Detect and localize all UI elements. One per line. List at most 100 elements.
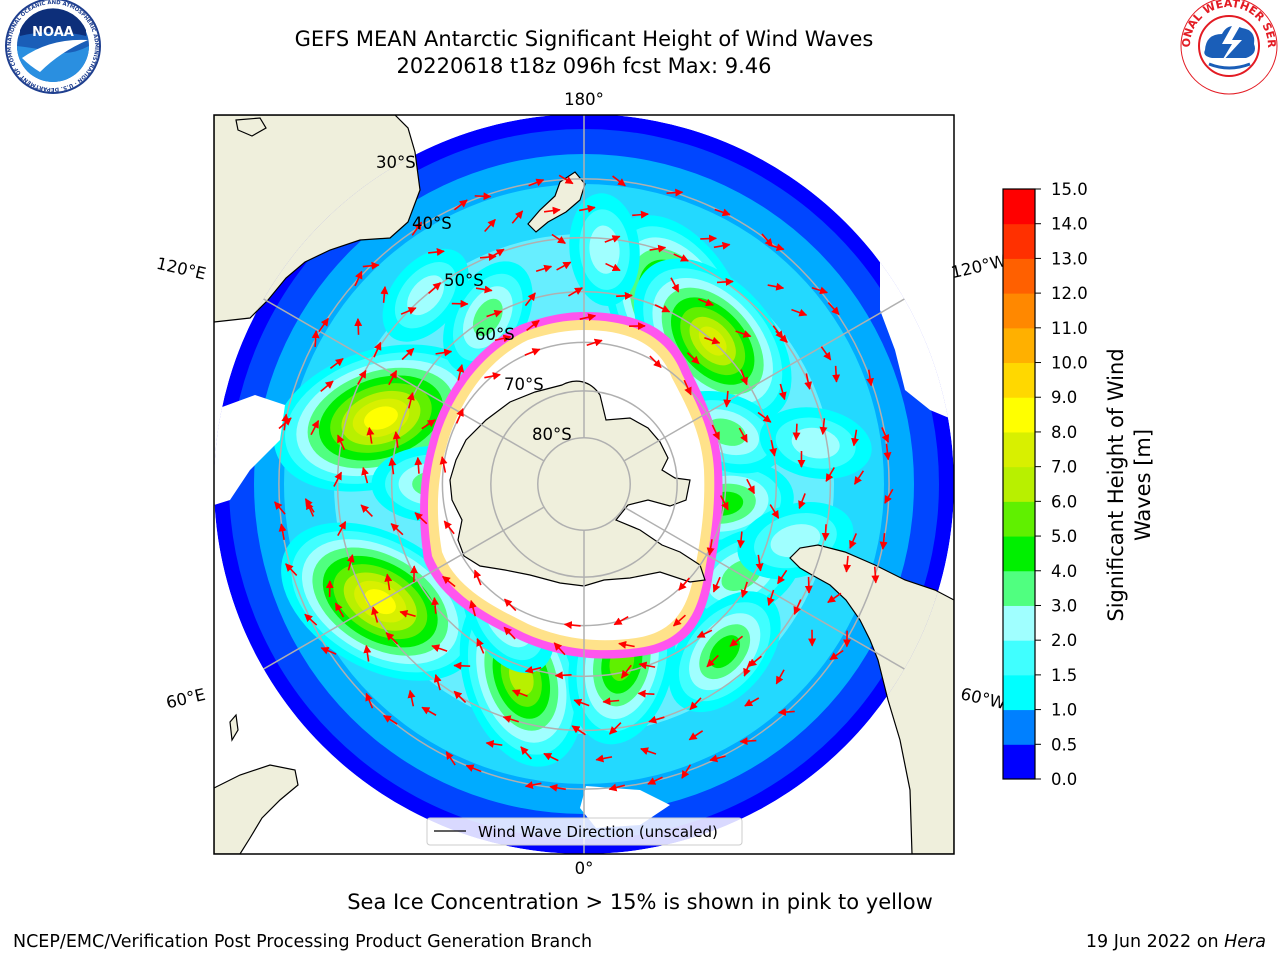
wind-wave-arrow — [554, 671, 572, 680]
wind-wave-arrow — [489, 248, 505, 259]
colorbar-segment — [1003, 258, 1035, 294]
colorbar-tick-label: 1.5 — [1051, 666, 1077, 685]
wind-wave-arrow — [278, 523, 287, 540]
wind-wave-arrow — [849, 533, 858, 549]
wind-wave-arrow — [654, 304, 671, 313]
colorbar-tick-label: 7.0 — [1051, 458, 1077, 477]
wind-wave-arrow — [411, 221, 423, 236]
wind-wave-arrow — [318, 317, 329, 333]
wind-wave-arrow — [729, 635, 744, 647]
wind-wave-arrow — [666, 188, 684, 197]
colorbar-label-line2: Waves [m] — [1131, 429, 1155, 541]
wind-wave-arrow — [712, 576, 721, 593]
colorbar-segment — [1003, 189, 1035, 225]
wind-wave-arrow — [738, 427, 748, 443]
colorbar-tick-label: 12.0 — [1051, 284, 1088, 303]
colorbar-tick-label: 14.0 — [1051, 215, 1088, 234]
wind-wave-arrow — [346, 554, 355, 571]
wind-wave-arrow — [431, 596, 439, 614]
wind-wave-arrow — [311, 330, 320, 347]
land-new-zealand — [527, 171, 586, 233]
wind-wave-arrow — [755, 554, 764, 572]
wind-wave-arrow — [851, 429, 859, 447]
wind-wave-arrow — [281, 413, 290, 431]
wind-wave-arrow — [616, 291, 633, 300]
colorbar-segment — [1003, 536, 1035, 572]
wind-wave-arrow — [586, 338, 603, 347]
nws-ring-text: NATIONAL WEATHER SERVICE — [0, 0, 1278, 49]
wind-wave-arrow — [401, 347, 415, 361]
wind-wave-arrow — [511, 689, 528, 697]
wind-wave-arrow — [820, 346, 832, 361]
wind-wave-arrow — [719, 495, 729, 511]
wind-wave-arrow — [881, 427, 890, 443]
wind-wave-arrow — [775, 330, 788, 343]
wind-wave-arrow — [791, 308, 808, 317]
colorbar-segment — [1003, 605, 1035, 641]
arrow-legend: Wind Wave Direction (unscaled) — [426, 817, 743, 846]
credit-date-text: 19 Jun 2022 on — [1085, 932, 1219, 952]
colorbar-segment — [1003, 397, 1035, 433]
wind-wave-arrow — [558, 174, 574, 185]
latitude-label-40s: 40°S — [412, 214, 452, 233]
wind-wave-arrow — [310, 419, 320, 436]
wind-wave-arrow — [442, 575, 456, 588]
wind-wave-arrow — [723, 390, 732, 408]
colorbar-segment — [1003, 709, 1035, 745]
wind-wave-arrow — [777, 708, 795, 717]
wind-wave-arrow — [384, 573, 393, 591]
colorbar-tick-label: 1.0 — [1051, 701, 1077, 720]
wind-wave-arrow — [388, 369, 398, 386]
wind-wave-arrow — [706, 539, 715, 556]
wind-wave-arrow — [632, 210, 649, 219]
svg-text:NATIONAL WEATHER SERVICE: NATIONAL WEATHER SERVICE — [0, 0, 1278, 49]
chart-title: GEFS MEAN Antarctic Significant Height o… — [294, 27, 874, 51]
wind-wave-arrow — [866, 369, 875, 387]
wind-wave-arrow — [390, 523, 404, 536]
wind-wave-arrow — [465, 764, 482, 773]
wind-wave-arrow — [435, 348, 453, 357]
wind-wave-arrow — [821, 524, 830, 542]
wind-wave-arrow — [829, 649, 844, 661]
wind-wave-arrow — [573, 698, 590, 707]
wind-wave-arrow — [543, 752, 559, 762]
latitude-label-60s: 60°S — [475, 325, 515, 344]
colorbar-tick-label: 10.0 — [1051, 354, 1088, 373]
wind-wave-arrow — [320, 380, 334, 392]
wind-wave-arrow — [428, 248, 445, 256]
colorbar-tick-label: 3.0 — [1051, 596, 1077, 615]
wind-wave-arrow — [612, 175, 626, 187]
colorbar-tick-label: 4.0 — [1051, 562, 1077, 581]
wind-wave-arrow — [494, 334, 512, 343]
wind-wave-arrow — [385, 632, 399, 645]
wind-wave-arrow — [714, 208, 731, 217]
wind-wave-arrow — [595, 754, 613, 763]
wind-wave-arrow — [613, 615, 629, 626]
wind-wave-arrow — [689, 697, 702, 711]
wind-wave-arrow — [357, 369, 367, 385]
colorbar-tick-label: 6.0 — [1051, 492, 1077, 511]
wind-wave-arrow — [433, 674, 442, 691]
wind-wave-arrow — [853, 470, 865, 485]
wind-wave-arrow — [484, 218, 496, 233]
wind-wave-arrow — [700, 234, 718, 243]
wind-wave-arrow — [672, 614, 686, 627]
wind-wave-arrow — [502, 715, 519, 723]
wind-wave-arrow — [740, 369, 748, 386]
wind-wave-arrow — [735, 330, 752, 338]
wind-wave-arrow — [520, 746, 533, 760]
land-africa — [214, 764, 299, 854]
wind-wave-arrow — [696, 629, 713, 638]
wind-wave-arrow — [365, 692, 374, 709]
wind-wave-arrow — [681, 764, 692, 779]
colorbar-segment — [1003, 744, 1035, 780]
land-antarctica — [449, 380, 706, 587]
wave-height-contour — [364, 406, 398, 430]
colorbar-tick-label: 2.0 — [1051, 631, 1077, 650]
wind-wave-arrow — [366, 426, 375, 444]
wind-wave-arrow — [748, 655, 762, 667]
wind-wave-arrow — [524, 292, 536, 307]
colorbar-segment — [1003, 431, 1035, 468]
wind-wave-arrow — [775, 669, 785, 685]
